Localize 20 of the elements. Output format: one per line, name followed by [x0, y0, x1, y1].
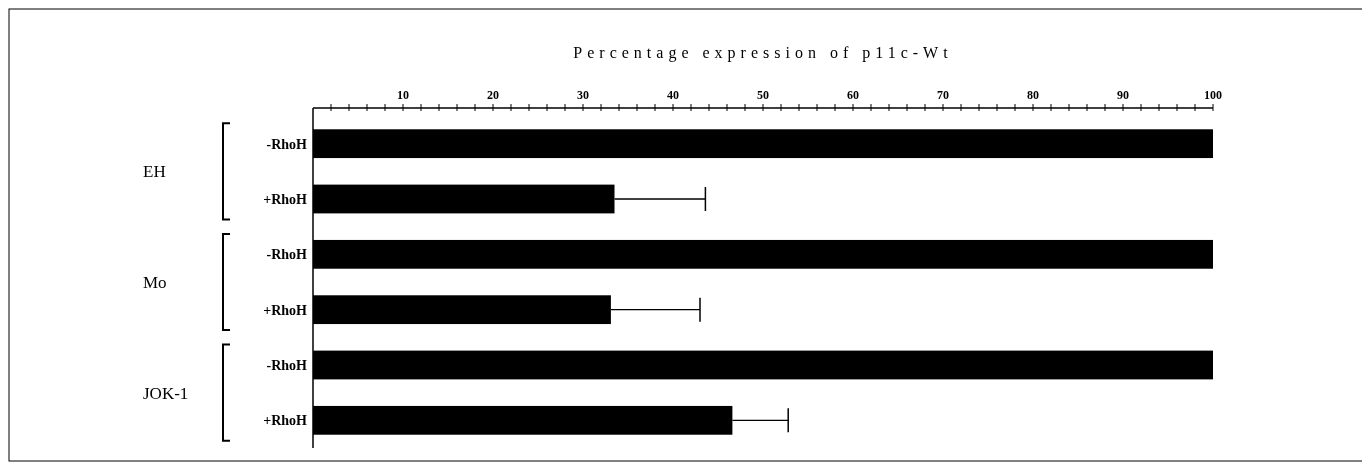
x-tick-label: 60: [847, 88, 859, 102]
y-tick-label: +RhoH: [263, 413, 308, 429]
x-tick-label: 10: [397, 88, 409, 102]
text: EH: [143, 162, 166, 182]
x-tick-label: 40: [667, 88, 679, 102]
y-tick-label: -RhoH: [266, 136, 308, 152]
y-tick-label: -RhoH: [266, 358, 308, 373]
x-tick-label: 30: [577, 88, 589, 102]
x-axis-title: Percentage expression of p11c-Wt: [573, 44, 953, 62]
x-tick-label: 80: [1027, 88, 1039, 102]
x-tick-label: 20: [487, 88, 499, 102]
x-tick-label: 70: [937, 88, 949, 102]
y-tick-label: +RhoH: [263, 302, 308, 318]
text: JOK-1: [143, 383, 189, 403]
y-tick-label: +RhoH: [263, 192, 308, 207]
x-tick-label: 50: [757, 88, 769, 102]
x-tick-label: 100: [1204, 88, 1222, 102]
y-tick-label: -RhoH: [266, 247, 308, 263]
text: Mo: [143, 273, 167, 292]
x-tick-label: 90: [1117, 88, 1129, 102]
